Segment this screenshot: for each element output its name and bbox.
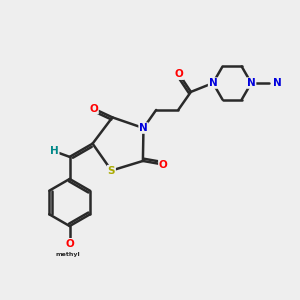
Text: N: N — [139, 123, 148, 133]
Text: N: N — [208, 78, 217, 88]
Text: N: N — [247, 78, 256, 88]
Text: S: S — [108, 166, 115, 176]
Text: O: O — [65, 239, 74, 249]
Text: O: O — [159, 160, 168, 170]
Text: O: O — [89, 104, 98, 114]
Text: methyl: methyl — [56, 252, 80, 257]
Text: O: O — [175, 69, 184, 79]
Text: N: N — [273, 78, 281, 88]
Text: H: H — [50, 146, 59, 156]
